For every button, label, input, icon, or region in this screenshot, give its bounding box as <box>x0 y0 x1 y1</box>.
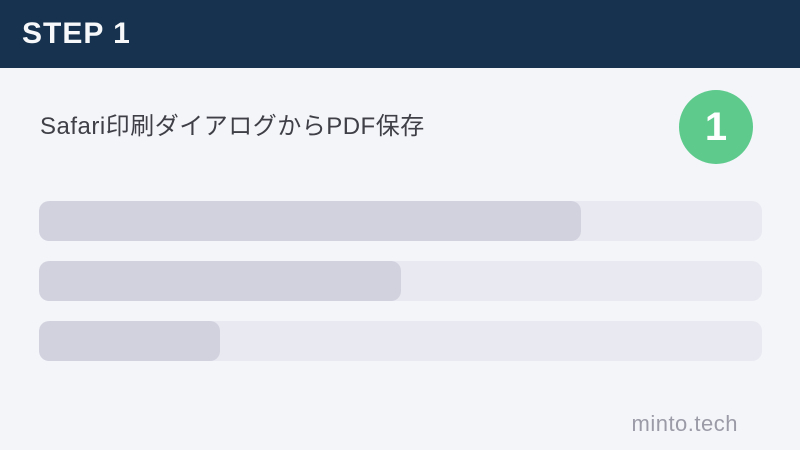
skeleton-bar-fill <box>39 321 220 361</box>
skeleton-bar <box>39 201 762 241</box>
page-title: Safari印刷ダイアログからPDF保存 <box>40 113 425 140</box>
skeleton-bar <box>39 321 762 361</box>
header-bar: STEP 1 <box>0 0 800 68</box>
step-number-badge: 1 <box>679 90 753 164</box>
skeleton-bar-fill <box>39 261 401 301</box>
step-number: 1 <box>704 105 728 149</box>
step-label: STEP 1 <box>22 17 131 50</box>
watermark: minto.tech <box>631 411 738 436</box>
skeleton-bar <box>39 261 762 301</box>
skeleton-bar-fill <box>39 201 582 241</box>
skeleton-placeholder <box>39 201 762 381</box>
